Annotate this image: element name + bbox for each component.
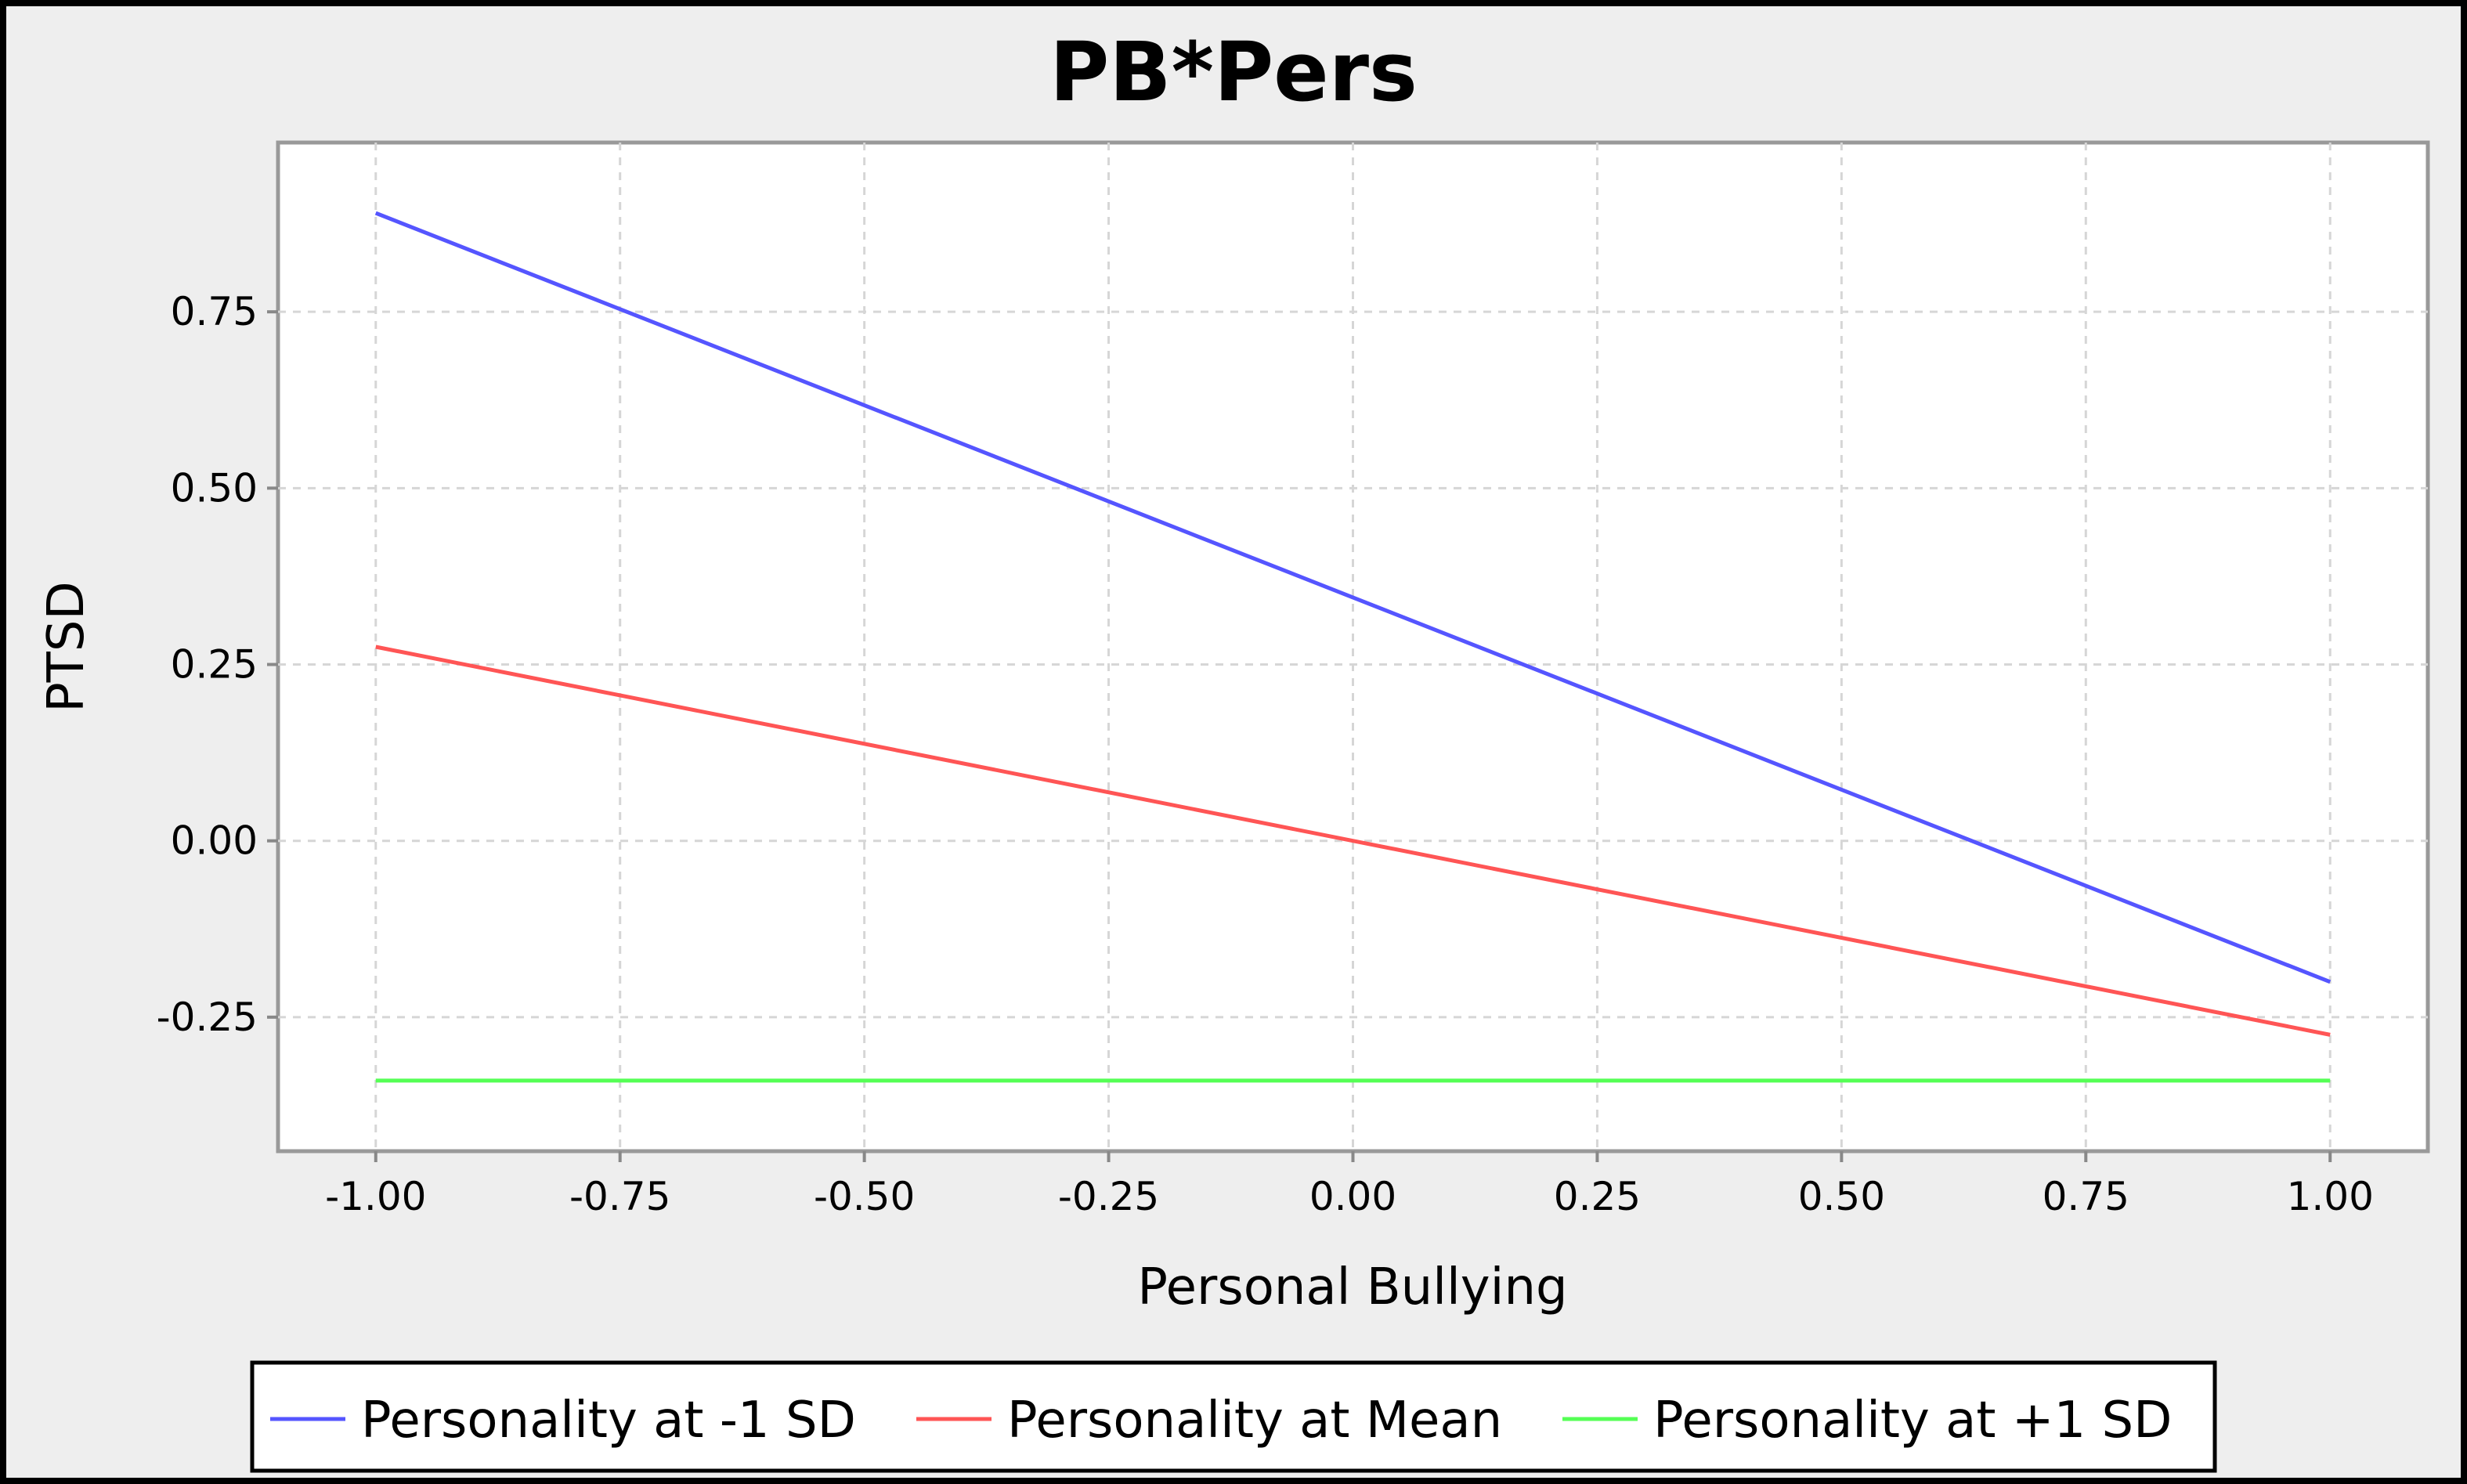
y-tick-label: 0.50: [171, 465, 258, 511]
x-tick-label: -0.25: [1058, 1174, 1159, 1219]
x-axis-title: Personal Bullying: [1137, 1258, 1567, 1316]
x-tick-label: 1.00: [2287, 1174, 2374, 1219]
y-axis: -0.25 0.00 0.25 0.50 0.75: [157, 289, 278, 1040]
x-tick-label: -0.75: [569, 1174, 670, 1219]
chart-title: PB*Pers: [1049, 24, 1418, 120]
x-tick-label: 0.00: [1309, 1174, 1396, 1219]
grid-lines: [278, 143, 2428, 1151]
x-tick-label: -0.50: [814, 1174, 915, 1219]
x-tick-label: 0.75: [2043, 1174, 2129, 1219]
y-tick-label: -0.25: [157, 995, 258, 1040]
y-tick-label: 0.25: [171, 642, 258, 688]
legend-box: [250, 1360, 2217, 1473]
series-line-2: [375, 645, 2331, 1037]
y-axis-title: PTSD: [38, 581, 96, 713]
legend-label-3: Personality at +1 SD: [1653, 1392, 2172, 1450]
x-tick-label: 0.25: [1554, 1174, 1641, 1219]
x-tick-label: 0.50: [1798, 1174, 1885, 1219]
legend: Personality at -1 SD Personality at Mean P…: [250, 1360, 2217, 1473]
legend-label-2: Personality at Mean: [1007, 1392, 1502, 1450]
series-lines: [374, 211, 2332, 1083]
x-tick-label: -1.00: [325, 1174, 426, 1219]
y-tick-label: 0.75: [171, 289, 258, 334]
legend-label-1: Personality at -1 SD: [361, 1392, 856, 1450]
x-axis: -1.00 -0.75 -0.50 -0.25 0.00 0.25 0.50 0.75 1.00: [325, 1151, 2374, 1219]
series-line-1: [374, 211, 2332, 984]
y-tick-label: 0.00: [171, 818, 258, 864]
